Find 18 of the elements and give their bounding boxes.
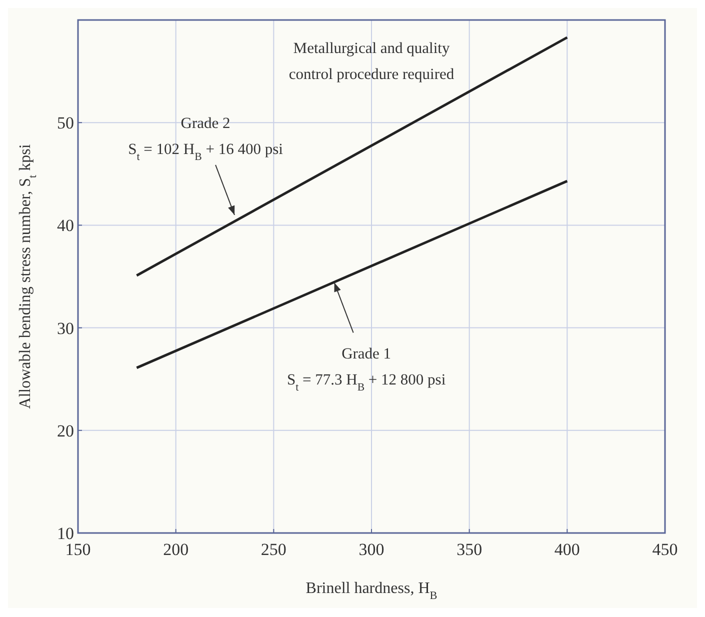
x-tick-label: 400 <box>554 540 580 559</box>
x-tick-label: 350 <box>456 540 482 559</box>
x-tick-label: 150 <box>65 540 91 559</box>
annotation: S$_{t}$ = 102 H$_{B}$ + 16 400 psi <box>128 140 284 163</box>
x-tick-label: 200 <box>163 540 189 559</box>
x-tick-label: 250 <box>260 540 286 559</box>
annotation: Metallurgical and quality control procedure required <box>288 40 454 83</box>
y-tick-label: 40 <box>57 216 74 236</box>
y-tick-label: 20 <box>57 421 74 440</box>
annotation: S$_{t}$ = 77.3 H$_{B}$ + 12 800 psi <box>286 372 446 394</box>
y-tick-label: 50 <box>57 114 74 133</box>
annotation: Grade 1 <box>342 346 392 363</box>
x-tick-label: 450 <box>652 540 678 559</box>
x-tick-label: 300 <box>358 540 384 559</box>
annotation: Grade 2 <box>180 114 230 132</box>
y-tick-label: 10 <box>57 524 74 543</box>
x-axis-title: Brinell hardness, H$_{B}$ <box>306 580 438 602</box>
y-tick-label: 30 <box>57 318 74 338</box>
